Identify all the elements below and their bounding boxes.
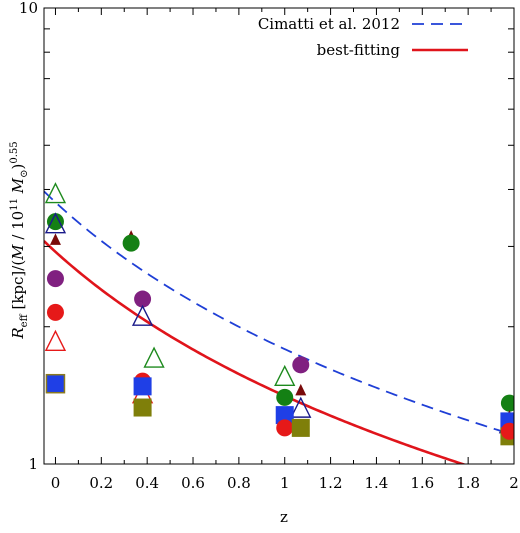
data-point-square	[133, 398, 152, 417]
data-point-triangle-open	[143, 346, 165, 368]
data-point-square	[275, 406, 294, 425]
data-point-circle	[500, 422, 514, 440]
data-point-circle	[276, 419, 294, 437]
x-tick-label: 0	[51, 474, 61, 492]
x-tick-label: 0.6	[181, 474, 205, 492]
data-point-square	[291, 418, 310, 437]
data-point-triangle-open	[131, 304, 154, 326]
plot-area	[44, 182, 514, 464]
data-point-triangle-open	[44, 329, 67, 351]
data-point-circle	[500, 394, 514, 412]
y-axis-title: Reff [kpc]/(M / 1011 M⊙)0.55	[9, 141, 30, 339]
plot-frame	[43, 7, 515, 465]
x-tick-label: 2	[509, 474, 519, 492]
data-point-circle	[134, 290, 152, 308]
data-point-triangle-filled	[295, 383, 307, 396]
y-tick-label: 1	[28, 455, 38, 473]
data-point-triangle-open	[44, 182, 67, 204]
x-tick-label: 0.2	[89, 474, 113, 492]
x-tick-label: 1.4	[365, 474, 389, 492]
data-point-circle	[46, 213, 64, 231]
x-tick-label: 0.4	[135, 474, 159, 492]
data-point-circle	[46, 270, 64, 288]
x-tick-label: 1	[280, 474, 290, 492]
y-tick-label: 10	[19, 0, 38, 17]
data-point-triangle-open	[44, 212, 67, 234]
x-axis-title: z	[280, 508, 288, 526]
legend-label-best-fitting: best-fitting	[317, 41, 401, 59]
data-point-circle	[46, 303, 64, 321]
legend: Cimatti et al. 2012 best-fitting	[258, 15, 468, 59]
data-point-triangle-filled	[49, 233, 61, 245]
data-point-triangle-open	[290, 396, 312, 418]
legend-label-cimatti: Cimatti et al. 2012	[258, 15, 400, 33]
data-point-circle	[122, 234, 140, 252]
x-tick-label: 0.8	[227, 474, 251, 492]
data-point-triangle-open	[274, 364, 296, 387]
x-tick-label: 1.8	[456, 474, 480, 492]
x-tick-label: 1.2	[319, 474, 343, 492]
cimatti-curve	[44, 190, 514, 436]
axes: 0 0.2 0.4 0.6 0.8 1 1.2 1.4 1.6 1.8 2 1 10	[19, 0, 519, 492]
data-point-square	[133, 377, 152, 396]
x-tick-label: 1.6	[410, 474, 434, 492]
data-point-circle	[276, 388, 294, 406]
data-point-square	[45, 373, 66, 394]
data-point-circle	[292, 356, 310, 374]
